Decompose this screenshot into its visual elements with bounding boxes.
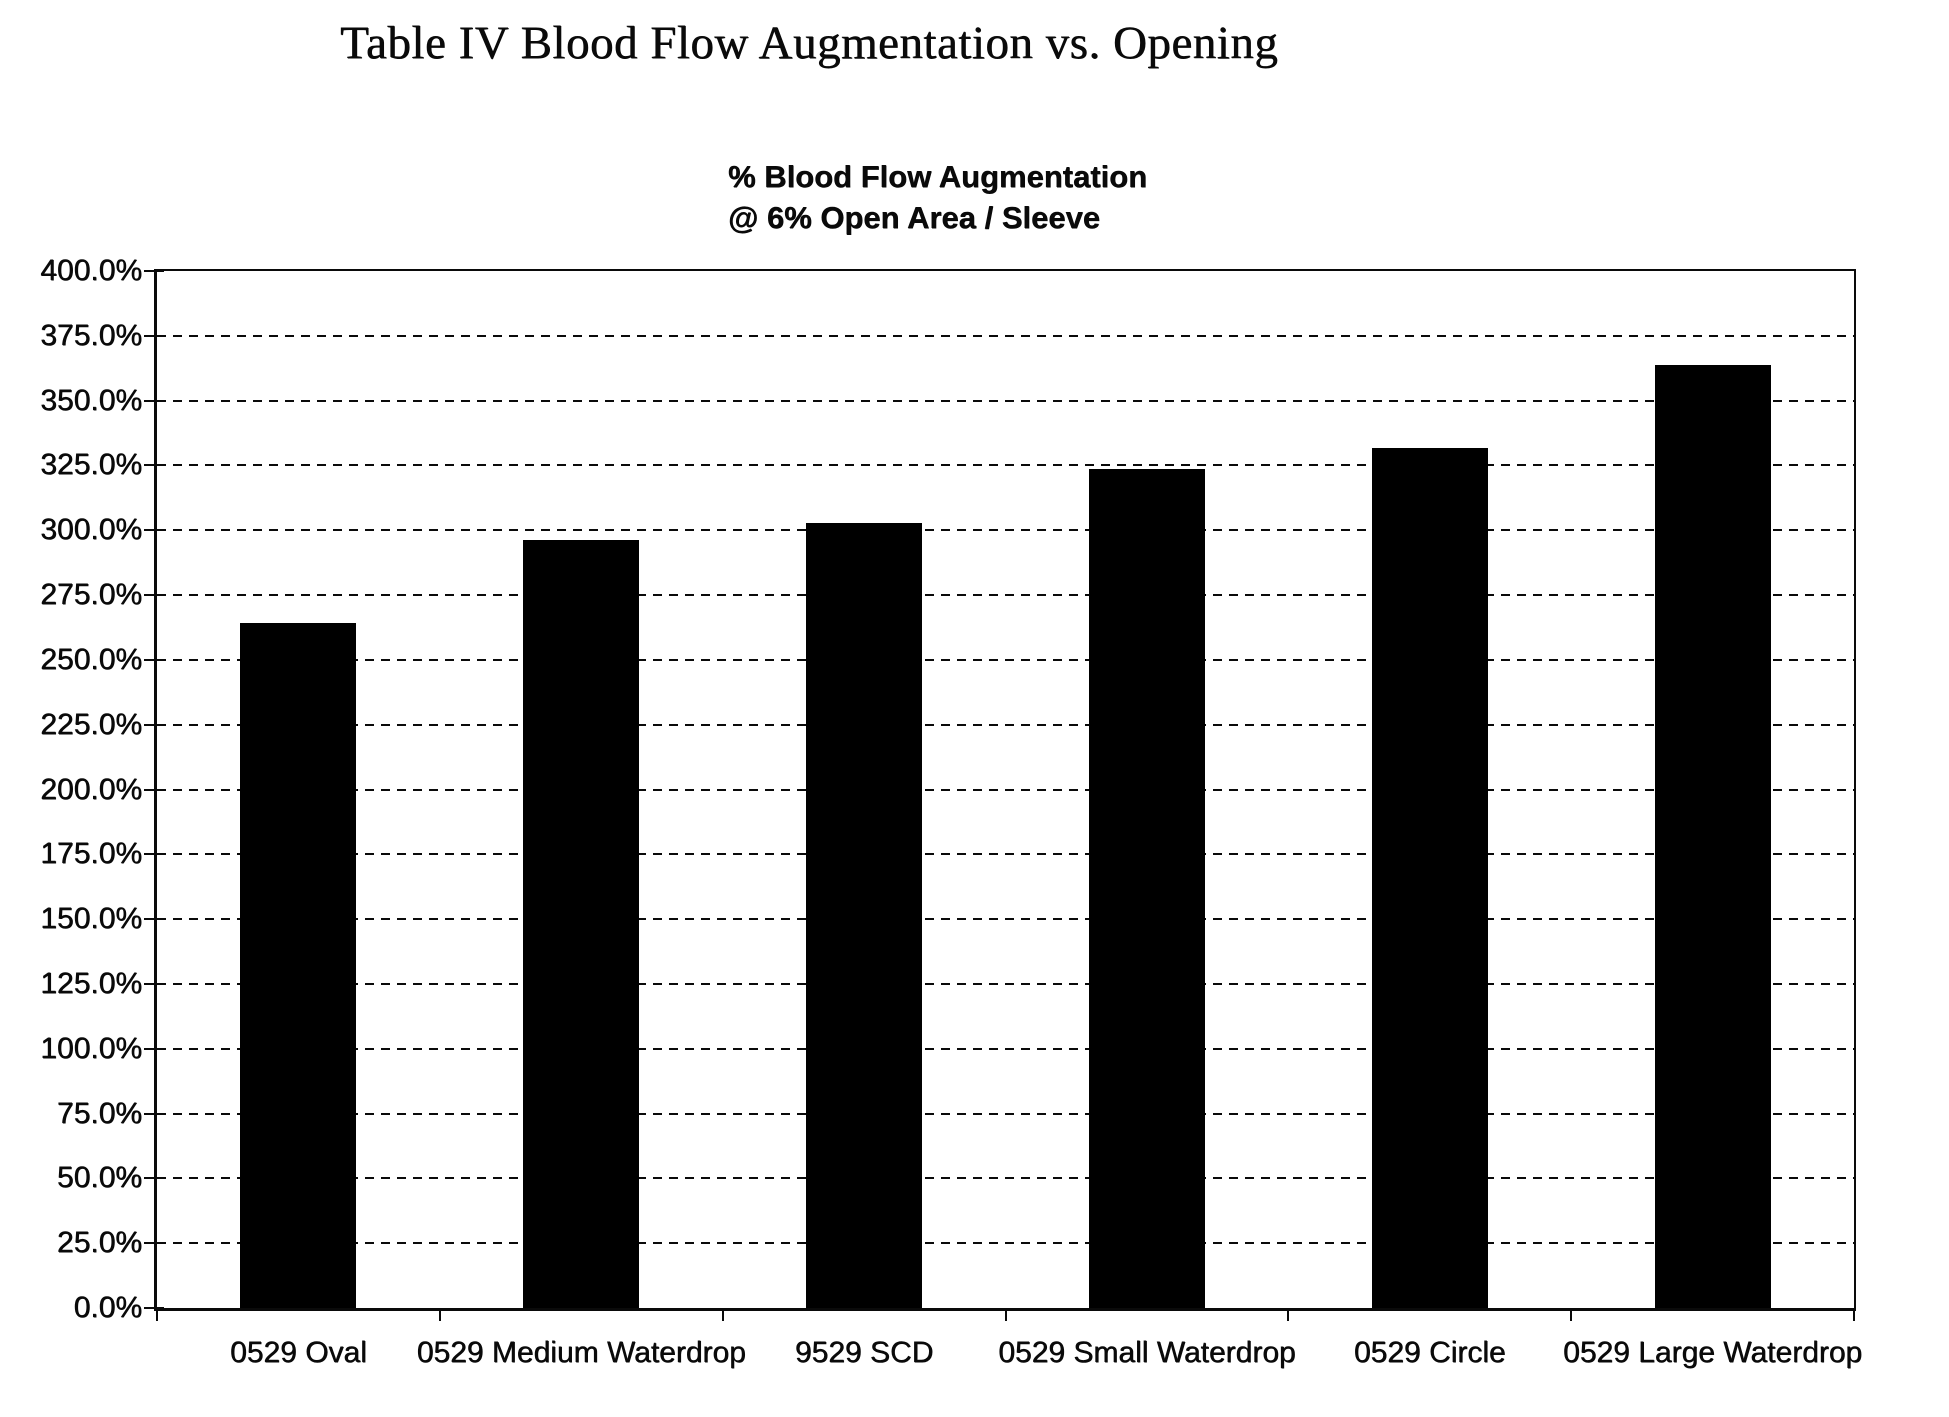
y-tick-label: 100.0%: [40, 1031, 142, 1065]
y-tick-75.0%: [144, 1112, 164, 1115]
gridline-25: [157, 1242, 1854, 1245]
y-tick-100.0%: [144, 1047, 164, 1050]
y-tick-label: 150.0%: [40, 902, 142, 936]
gridline-175: [157, 853, 1854, 856]
y-tick-label: 125.0%: [40, 966, 142, 1000]
y-tick-150.0%: [144, 918, 164, 921]
y-tick-label: 375.0%: [40, 318, 142, 352]
gridline-300: [157, 529, 1854, 532]
gridline-50: [157, 1177, 1854, 1180]
y-tick-325.0%: [144, 464, 164, 467]
gridline-225: [157, 723, 1854, 726]
y-tick-label: 350.0%: [40, 383, 142, 417]
y-tick-300.0%: [144, 529, 164, 532]
gridline-200: [157, 788, 1854, 791]
gridline-375: [157, 334, 1854, 337]
x-boundary-tick-4: [1287, 1309, 1290, 1321]
y-tick-350.0%: [144, 399, 164, 402]
x-boundary-tick-1: [438, 1309, 441, 1321]
y-tick-225.0%: [144, 723, 164, 726]
y-tick-175.0%: [144, 853, 164, 856]
y-tick-200.0%: [144, 788, 164, 791]
y-tick-275.0%: [144, 594, 164, 597]
x-boundary-tick-2: [721, 1309, 724, 1321]
y-tick-label: 50.0%: [56, 1161, 142, 1195]
gridline-125: [157, 982, 1854, 985]
bar-0529-circle: [1371, 447, 1488, 1308]
y-tick-400.0%: [144, 270, 164, 272]
y-tick-label: 0.0%: [73, 1291, 142, 1324]
x-category-label: 9529 SCD: [794, 1336, 934, 1369]
x-category-label: 0529 Circle: [1353, 1336, 1506, 1369]
gridline-350: [157, 399, 1854, 402]
y-tick-0.0%: [144, 1307, 164, 1309]
x-boundary-tick-5: [1570, 1309, 1573, 1321]
x-category-label: 0529 Small Waterdrop: [998, 1336, 1296, 1369]
bar-9529-scd: [806, 522, 923, 1308]
y-tick-label: 225.0%: [40, 707, 142, 741]
y-tick-25.0%: [144, 1242, 164, 1245]
bar-0529-small-waterdrop: [1088, 469, 1205, 1308]
y-tick-label: 400.0%: [40, 254, 142, 287]
y-tick-label: 325.0%: [40, 448, 142, 482]
chart-title-line-1: % Blood Flow Augmentation: [728, 159, 1148, 194]
y-tick-label: 75.0%: [56, 1096, 142, 1130]
gridline-75: [157, 1112, 1854, 1115]
y-tick-375.0%: [144, 334, 164, 337]
y-tick-label: 250.0%: [40, 642, 142, 676]
gridline-100: [157, 1047, 1854, 1050]
x-category-label: 0529 Oval: [230, 1336, 367, 1369]
page-title: Table IV Blood Flow Augmentation vs. Ope…: [340, 17, 1279, 69]
plot-area: [144, 269, 1856, 1321]
x-category-label: 0529 Medium Waterdrop: [416, 1336, 746, 1369]
x-boundary-tick-6: [1853, 1309, 1855, 1321]
gridline-275: [157, 594, 1854, 597]
bar-0529-large-waterdrop: [1654, 364, 1771, 1308]
x-boundary-tick-0: [156, 1309, 158, 1321]
y-tick-label: 275.0%: [40, 578, 142, 612]
y-tick-label: 175.0%: [40, 837, 142, 871]
gridline-325: [157, 464, 1854, 467]
y-tick-250.0%: [144, 658, 164, 661]
y-tick-label: 300.0%: [40, 513, 142, 547]
gridline-250: [157, 658, 1854, 661]
bar-0529-medium-waterdrop: [523, 539, 640, 1308]
gridline-150: [157, 918, 1854, 921]
y-tick-50.0%: [144, 1177, 164, 1180]
chart-title-line-2: @ 6% Open Area / Sleeve: [728, 200, 1100, 235]
chart-title: % Blood Flow Augmentation @ 6% Open Area…: [728, 156, 1147, 238]
x-boundary-tick-3: [1004, 1309, 1007, 1321]
y-tick-label: 25.0%: [56, 1226, 142, 1260]
y-tick-label: 200.0%: [40, 772, 142, 806]
y-tick-125.0%: [144, 982, 164, 985]
x-category-label: 0529 Large Waterdrop: [1563, 1336, 1863, 1369]
bar-0529-oval: [240, 622, 357, 1308]
